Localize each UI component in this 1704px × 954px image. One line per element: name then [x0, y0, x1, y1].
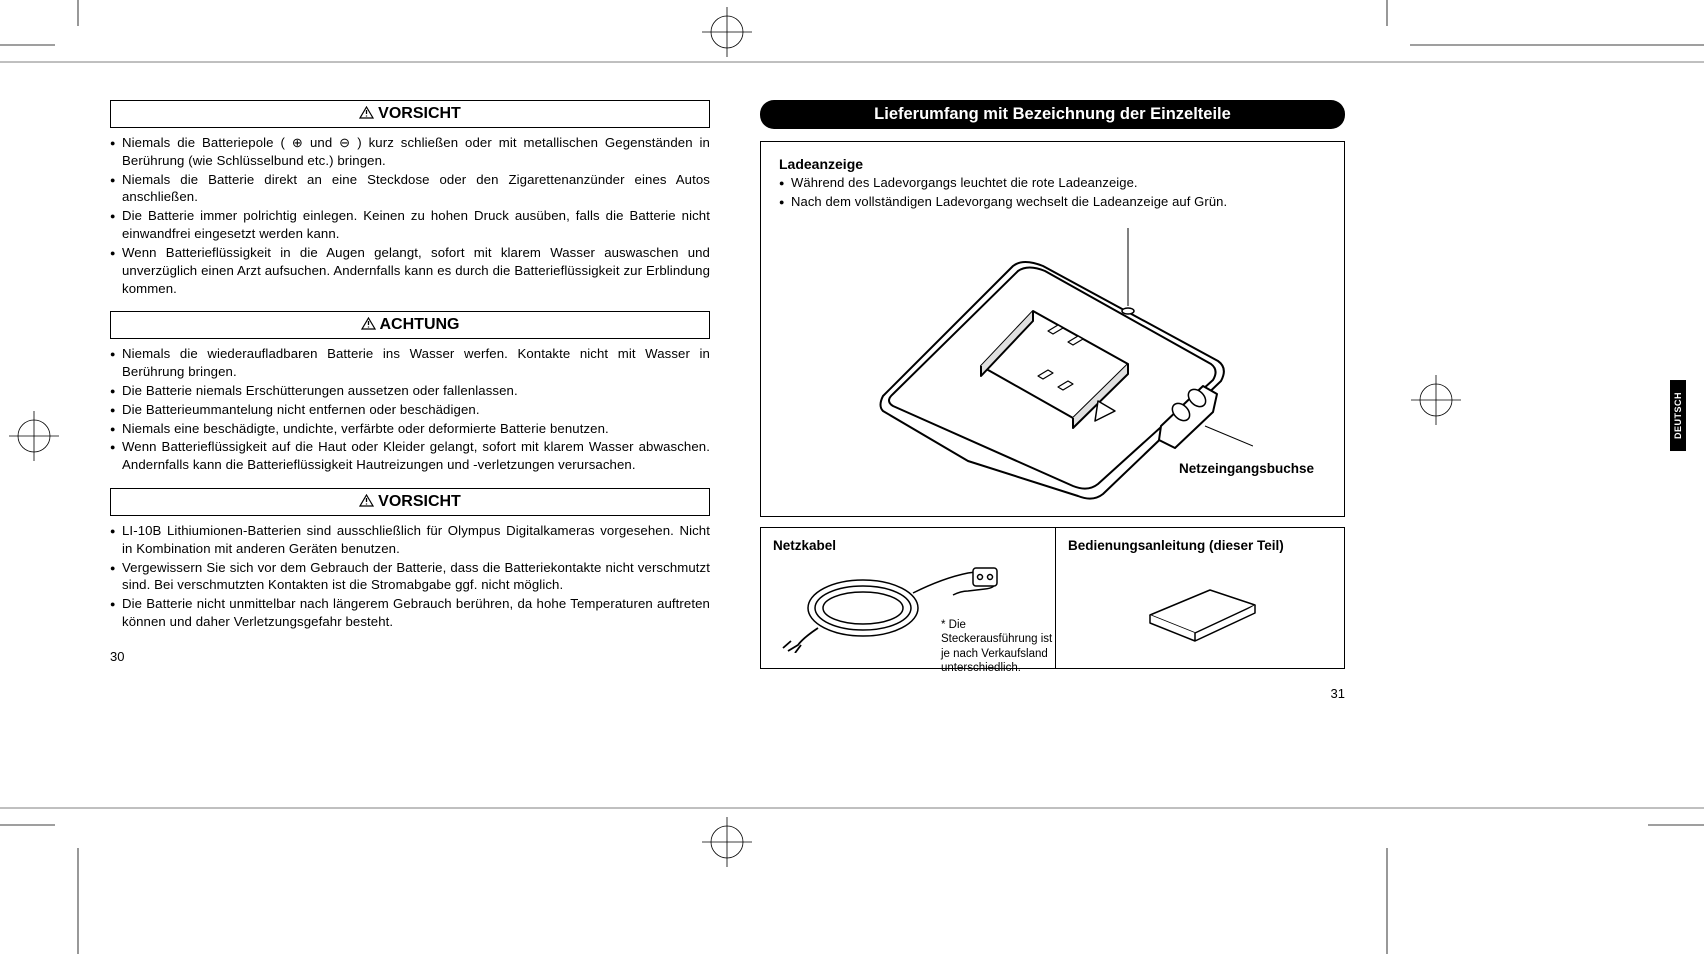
achtung-heading: ACHTUNG: [110, 311, 710, 339]
list-item: Wenn Batterieflüssigkeit auf die Haut od…: [110, 438, 710, 474]
list-item: Niemals die Batterie direkt an eine Stec…: [110, 171, 710, 207]
list-item: Niemals die Batteriepole ( ⊕ und ⊖ ) kur…: [110, 134, 710, 170]
manual-box: Bedienungsanleitung (dieser Teil): [1055, 527, 1345, 669]
list-item: Niemals die wiederaufladbaren Batterie i…: [110, 345, 710, 381]
list-item: Die Batterie niemals Erschütterungen aus…: [110, 382, 710, 400]
list-item: Die Batterie immer polrichtig einlegen. …: [110, 207, 710, 243]
right-page: Lieferumfang mit Bezeichnung der Einzelt…: [760, 100, 1345, 669]
ladeanzeige-list: Während des Ladevorgangs leuchtet die ro…: [779, 174, 1326, 210]
list-item: Nach dem vollständigen Ladevorgang wechs…: [779, 193, 1326, 211]
vorsicht-heading-1: VORSICHT: [110, 100, 710, 128]
list-item: Niemals eine beschädigte, undichte, verf…: [110, 420, 710, 438]
ladeanzeige-title: Ladeanzeige: [779, 156, 1326, 172]
list-item: Wenn Batterieflüssigkeit in die Augen ge…: [110, 244, 710, 297]
page-number-right: 31: [1331, 686, 1345, 701]
warning-icon: [361, 317, 376, 330]
warning-icon: [359, 106, 374, 119]
list-item: Die Batterie nicht unmittelbar nach läng…: [110, 595, 710, 631]
left-page: VORSICHT Niemals die Batteriepole ( ⊕ un…: [110, 100, 710, 632]
language-tab: DEUTSCH: [1670, 380, 1686, 451]
vorsicht-list-2: LI-10B Lithiumionen-Batterien sind aussc…: [110, 522, 710, 631]
list-item: Die Batterieummantelung nicht entfernen …: [110, 401, 710, 419]
manual-illustration: [1135, 565, 1265, 645]
list-item: Vergewissern Sie sich vor dem Gebrauch d…: [110, 559, 710, 595]
list-item: LI-10B Lithiumionen-Batterien sind aussc…: [110, 522, 710, 558]
vorsicht-list-1: Niemals die Batteriepole ( ⊕ und ⊖ ) kur…: [110, 134, 710, 297]
netzkabel-box: Netzkabel Die Steckerausführung ist je n…: [760, 527, 1055, 669]
netzeingangsbuchse-label: Netzeingangsbuchse: [1179, 461, 1314, 476]
list-item: Während des Ladevorgangs leuchtet die ro…: [779, 174, 1326, 192]
vorsicht-heading-2: VORSICHT: [110, 488, 710, 516]
plug-note: Die Steckerausführung ist je nach Verkau…: [941, 618, 1061, 676]
warning-icon: [359, 494, 374, 507]
netzkabel-title: Netzkabel: [773, 538, 1043, 553]
charger-diagram-box: Ladeanzeige Während des Ladevorgangs leu…: [760, 141, 1345, 517]
achtung-list: Niemals die wiederaufladbaren Batterie i…: [110, 345, 710, 474]
page-number-left: 30: [110, 649, 124, 664]
section-header: Lieferumfang mit Bezeichnung der Einzelt…: [760, 100, 1345, 129]
manual-title: Bedienungsanleitung (dieser Teil): [1068, 538, 1332, 553]
